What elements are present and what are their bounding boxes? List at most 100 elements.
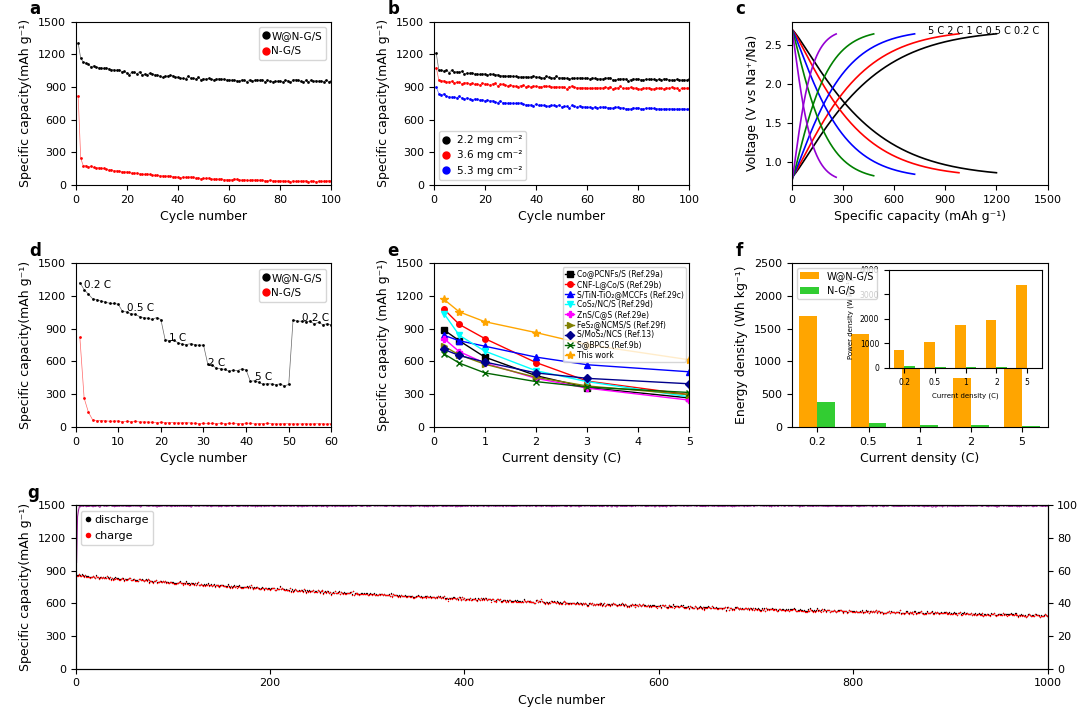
- Line: discharge: discharge: [76, 573, 1049, 618]
- Legend: Co@PCNFs/S (Ref.29a), CNF-L@Co/S (Ref.29b), S/TiN-TiO₂@MCCFs (Ref.29c), CoS₂/NC/: Co@PCNFs/S (Ref.29a), CNF-L@Co/S (Ref.29…: [563, 267, 686, 362]
- S@BPCS (Ref.9b): [529, 377, 542, 386]
- This work: [478, 317, 491, 326]
- charge: [828, 607, 841, 615]
- Bar: [868, 423, 887, 427]
- discharge: [846, 607, 859, 615]
- Bar: [971, 425, 989, 427]
- X-axis label: Specific capacity (mAh g⁻¹): Specific capacity (mAh g⁻¹): [834, 210, 1005, 224]
- ZnS/C@S (Ref.29e): [529, 374, 542, 383]
- S/MoS₂/NCS (Ref.13): [453, 351, 465, 360]
- S@BPCS (Ref.9b): [453, 359, 465, 367]
- discharge: [171, 579, 184, 587]
- Text: 5 C: 5 C: [255, 372, 272, 382]
- CoS₂/NC/S (Ref.29d): [453, 331, 465, 339]
- Bar: [818, 402, 835, 427]
- Text: 2 C: 2 C: [207, 358, 225, 368]
- CNF-L@Co/S (Ref.29b): [529, 358, 542, 367]
- FeS₂@NCMS/S (Ref.29f): [437, 342, 450, 351]
- X-axis label: Cycle number: Cycle number: [160, 210, 247, 224]
- Text: d: d: [29, 242, 41, 260]
- Co@PCNFs/S (Ref.29a): [683, 393, 696, 402]
- charge: [1020, 613, 1032, 622]
- Legend: W@N-G/S, N-G/S: W@N-G/S, N-G/S: [797, 268, 877, 299]
- X-axis label: Cycle number: Cycle number: [518, 694, 605, 707]
- S/MoS₂/NCS (Ref.13): [529, 369, 542, 377]
- S/MoS₂/NCS (Ref.13): [478, 357, 491, 366]
- Line: S/MoS₂/NCS (Ref.13): S/MoS₂/NCS (Ref.13): [441, 347, 692, 387]
- This work: [581, 340, 594, 349]
- S@BPCS (Ref.9b): [581, 383, 594, 391]
- Y-axis label: Specific capacity (mAh g⁻¹): Specific capacity (mAh g⁻¹): [377, 259, 390, 431]
- Co@PCNFs/S (Ref.29a): [529, 371, 542, 380]
- CoS₂/NC/S (Ref.29d): [581, 377, 594, 386]
- S/TiN-TiO₂@MCCFs (Ref.29c): [478, 342, 491, 351]
- charge: [738, 605, 751, 613]
- CoS₂/NC/S (Ref.29d): [478, 347, 491, 355]
- CNF-L@Co/S (Ref.29b): [581, 377, 594, 385]
- Bar: [920, 424, 937, 427]
- CNF-L@Co/S (Ref.29b): [453, 320, 465, 329]
- Line: ZnS/C@S (Ref.29e): ZnS/C@S (Ref.29e): [441, 336, 692, 403]
- This work: [437, 295, 450, 303]
- CNF-L@Co/S (Ref.29b): [437, 305, 450, 313]
- Legend: discharge, charge: discharge, charge: [81, 510, 153, 545]
- Text: 5 C 2 C 1 C 0.5 C 0.2 C: 5 C 2 C 1 C 0.5 C 0.2 C: [928, 26, 1039, 36]
- This work: [683, 355, 696, 364]
- S/MoS₂/NCS (Ref.13): [683, 380, 696, 388]
- Line: FeS₂@NCMS/S (Ref.29f): FeS₂@NCMS/S (Ref.29f): [441, 344, 692, 398]
- Co@PCNFs/S (Ref.29a): [478, 353, 491, 362]
- charge: [171, 579, 184, 587]
- CoS₂/NC/S (Ref.29d): [683, 393, 696, 401]
- discharge: [1041, 610, 1054, 619]
- discharge: [828, 606, 841, 615]
- S/TiN-TiO₂@MCCFs (Ref.29c): [529, 353, 542, 362]
- Co@PCNFs/S (Ref.29a): [581, 383, 594, 392]
- charge: [846, 608, 859, 616]
- Line: This work: This work: [440, 296, 693, 364]
- Legend: 2.2 mg cm⁻², 3.6 mg cm⁻², 5.3 mg cm⁻²: 2.2 mg cm⁻², 3.6 mg cm⁻², 5.3 mg cm⁻²: [438, 131, 526, 180]
- Line: CNF-L@Co/S (Ref.29b): CNF-L@Co/S (Ref.29b): [441, 306, 692, 398]
- S/TiN-TiO₂@MCCFs (Ref.29c): [437, 331, 450, 339]
- X-axis label: Cycle number: Cycle number: [160, 452, 247, 465]
- Bar: [851, 334, 868, 427]
- X-axis label: Current density (C): Current density (C): [860, 452, 980, 465]
- ZnS/C@S (Ref.29e): [453, 347, 465, 356]
- Text: e: e: [388, 242, 399, 260]
- charge: [499, 597, 512, 605]
- charge: [70, 571, 83, 580]
- ZnS/C@S (Ref.29e): [683, 396, 696, 405]
- FeS₂@NCMS/S (Ref.29f): [581, 382, 594, 390]
- ZnS/C@S (Ref.29e): [478, 359, 491, 367]
- S@BPCS (Ref.9b): [478, 369, 491, 377]
- Line: Co@PCNFs/S (Ref.29a): Co@PCNFs/S (Ref.29a): [441, 327, 692, 400]
- Text: c: c: [735, 0, 745, 18]
- discharge: [463, 594, 476, 603]
- Text: 0.2 C: 0.2 C: [301, 313, 328, 323]
- Text: g: g: [27, 484, 39, 502]
- charge: [463, 594, 476, 603]
- Legend: W@N-G/S, N-G/S: W@N-G/S, N-G/S: [259, 269, 326, 302]
- discharge: [499, 596, 512, 605]
- Bar: [1004, 283, 1022, 427]
- S/TiN-TiO₂@MCCFs (Ref.29c): [581, 360, 594, 369]
- S@BPCS (Ref.9b): [437, 349, 450, 358]
- Line: S/TiN-TiO₂@MCCFs (Ref.29c): S/TiN-TiO₂@MCCFs (Ref.29c): [441, 333, 692, 375]
- CNF-L@Co/S (Ref.29b): [478, 334, 491, 343]
- FeS₂@NCMS/S (Ref.29f): [529, 373, 542, 382]
- CNF-L@Co/S (Ref.29b): [683, 390, 696, 399]
- FeS₂@NCMS/S (Ref.29f): [683, 390, 696, 399]
- Co@PCNFs/S (Ref.29a): [453, 336, 465, 345]
- Bar: [953, 377, 971, 427]
- Y-axis label: Voltage (V vs Na⁺/Na): Voltage (V vs Na⁺/Na): [746, 35, 759, 171]
- Text: 0.2 C: 0.2 C: [84, 280, 111, 290]
- ZnS/C@S (Ref.29e): [581, 384, 594, 393]
- S/MoS₂/NCS (Ref.13): [437, 345, 450, 354]
- Y-axis label: Specific capacity(mAh g⁻¹): Specific capacity(mAh g⁻¹): [19, 261, 32, 429]
- Legend: W@N-G/S, N-G/S: W@N-G/S, N-G/S: [259, 27, 326, 60]
- This work: [453, 308, 465, 316]
- discharge: [1020, 613, 1032, 621]
- Bar: [1022, 426, 1040, 427]
- Bar: [902, 358, 920, 427]
- X-axis label: Cycle number: Cycle number: [518, 210, 605, 224]
- charge: [73, 569, 86, 578]
